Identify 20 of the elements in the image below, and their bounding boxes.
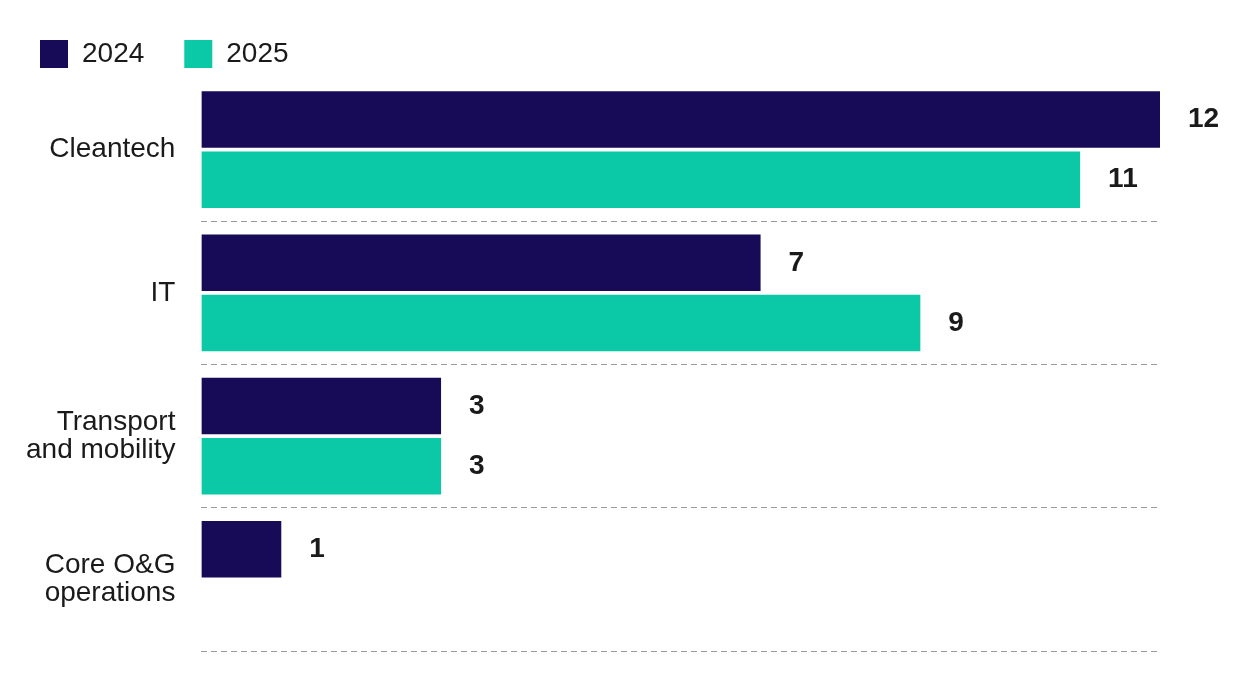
data-label: 3 xyxy=(469,448,485,480)
data-label: 12 xyxy=(1188,102,1220,134)
y-tick-label: IT xyxy=(150,275,176,307)
legend-label: 2025 xyxy=(226,36,289,68)
data-label: 1 xyxy=(309,532,325,564)
bar xyxy=(201,151,1081,208)
data-label: 7 xyxy=(788,245,805,277)
data-label: 3 xyxy=(469,388,485,420)
y-tick-label: Cleantech xyxy=(49,132,176,164)
bar xyxy=(201,234,761,292)
bar xyxy=(201,377,442,435)
y-tick-label: Transport and mobility xyxy=(26,404,176,464)
legend-label: 2024 xyxy=(82,36,145,68)
y-tick-label: Core O&G operations xyxy=(44,548,176,608)
data-label: 11 xyxy=(1108,162,1138,194)
bar xyxy=(201,521,282,578)
bar xyxy=(201,91,1160,148)
bar xyxy=(201,437,442,495)
data-label: 9 xyxy=(948,305,964,337)
bar xyxy=(201,294,921,352)
